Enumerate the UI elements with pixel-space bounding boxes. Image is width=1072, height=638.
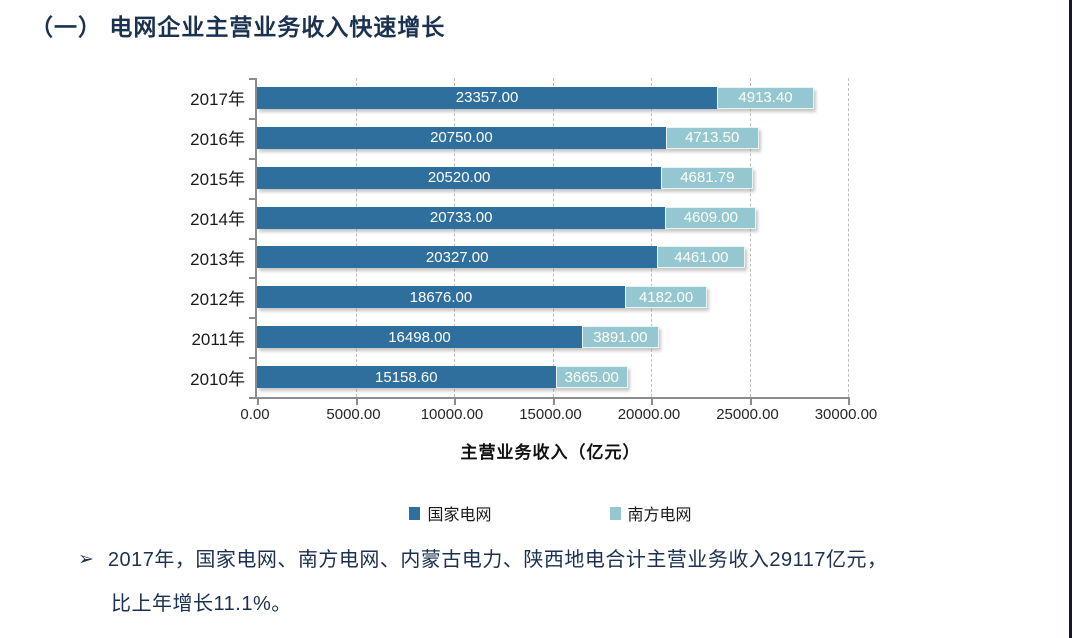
y-axis-tick: [249, 117, 257, 120]
bar-value-label: 23357.00: [455, 89, 519, 107]
y-axis-tick: [249, 78, 257, 80]
gridline: [355, 78, 357, 397]
bar-value-label: 20520.00: [427, 169, 491, 187]
x-axis-tick-label: 0.00: [240, 406, 270, 423]
y-axis-tick: [249, 357, 257, 360]
bar-segment-南方电网-2014年: 4609.00: [665, 206, 757, 229]
summary-note: ➢ 2017年，国家电网、南方电网、内蒙古电力、陕西地电合计主营业务收入2911…: [78, 545, 1018, 619]
x-axis-tick-label: 15000.00: [519, 406, 582, 423]
y-axis-tick: [249, 157, 257, 160]
y-axis-tick: [249, 317, 257, 320]
gridline: [651, 78, 652, 397]
bar-segment-国家电网-2016年: 20750.00: [257, 126, 666, 149]
legend-swatch-state-grid-icon: [409, 506, 421, 520]
bar-segment-南方电网-2016年: 4713.50: [665, 126, 759, 149]
category-label-2010年: 2010年: [190, 369, 245, 389]
x-axis-tick: [848, 397, 850, 405]
bar-value-label: 18676.00: [409, 288, 473, 306]
gridline: [552, 78, 554, 397]
category-label-2016年: 2016年: [190, 130, 245, 150]
bar-value-label: 4681.79: [680, 169, 735, 187]
x-axis-title: 主营业务收入（亿元）: [460, 443, 641, 462]
page-title: （一） 电网企业主营业务收入快速增长: [30, 14, 446, 40]
bar-segment-国家电网-2014年: 20733.00: [257, 206, 666, 229]
bar-segment-南方电网-2013年: 4461.00: [657, 246, 746, 269]
category-label-2013年: 2013年: [190, 249, 245, 269]
legend-item-state-grid: 国家电网: [409, 501, 492, 525]
bar-segment-国家电网-2010年: 15158.60: [257, 366, 556, 389]
x-axis-tick-label: 5000.00: [326, 406, 381, 423]
bar-value-label: 20750.00: [430, 129, 493, 147]
category-label-2011年: 2011年: [191, 329, 245, 349]
summary-note-line2: 比上年增长11.1%。: [111, 593, 292, 615]
category-label-2015年: 2015年: [190, 170, 245, 190]
legend-item-southern-grid: 南方电网: [609, 501, 692, 525]
category-label-2017年: 2017年: [190, 90, 245, 110]
legend-label-southern-grid: 南方电网: [627, 507, 692, 524]
y-axis-tick: [249, 197, 257, 200]
x-axis-tick: [651, 397, 653, 405]
y-axis-tick: [249, 397, 257, 399]
summary-note-line1: 2017年，国家电网、南方电网、内蒙古电力、陕西地电合计主营业务收入29117亿…: [107, 549, 888, 571]
x-axis-tick-label: 10000.00: [420, 406, 484, 423]
bar-segment-国家电网-2012年: 18676.00: [257, 286, 625, 309]
bar-value-label: 20733.00: [429, 209, 493, 227]
bar-segment-南方电网-2012年: 4182.00: [624, 286, 708, 309]
y-axis-tick: [249, 277, 257, 280]
x-axis-tick: [257, 397, 259, 405]
gridline: [749, 78, 751, 397]
legend-label-state-grid: 国家电网: [427, 507, 492, 524]
arrow-bullet-icon: ➢: [78, 549, 94, 570]
chart-legend: 国家电网 南方电网: [255, 500, 846, 526]
y-axis-tick: [249, 237, 257, 240]
gridline: [848, 78, 849, 397]
x-axis-tick-label: 25000.00: [716, 406, 779, 423]
category-label-2014年: 2014年: [190, 210, 245, 230]
bar-segment-国家电网-2015年: 20520.00: [257, 166, 662, 189]
y-axis-category-labels: 2017年 2016年 2015年 2014年 2013年 2012年 2011年 2010年: [140, 78, 245, 397]
bar-value-label: 4182.00: [638, 288, 694, 306]
bar-chart-plot-area: 23357.00 4913.40 20750.00 4713.50 20520.00 46…: [249, 78, 850, 405]
x-axis-tick: [749, 397, 752, 405]
bar-value-label: 4609.00: [683, 209, 738, 227]
bar-value-label: 4713.50: [685, 129, 740, 147]
bar-value-label: 16498.00: [388, 328, 451, 346]
bar-segment-国家电网-2013年: 20327.00: [257, 246, 658, 269]
bar-segment-南方电网-2010年: 3665.00: [555, 366, 628, 389]
x-axis-tick: [454, 397, 456, 405]
bar-value-label: 3665.00: [564, 368, 619, 386]
bar-segment-南方电网-2011年: 3891.00: [582, 326, 659, 349]
x-axis-tick: [355, 397, 358, 405]
gridline: [454, 78, 455, 397]
bar-value-label: 3891.00: [593, 328, 648, 346]
bar-value-label: 4913.40: [738, 89, 793, 107]
bar-segment-国家电网-2017年: 23357.00: [257, 86, 718, 109]
legend-swatch-southern-grid-icon: [609, 506, 621, 520]
bar-segment-国家电网-2011年: 16498.00: [257, 326, 582, 349]
x-axis-tick-label: 20000.00: [617, 406, 681, 423]
x-axis-tick-labels: 0.00 5000.00 10000.00 15000.00 20000.00 25000…: [240, 406, 877, 426]
x-axis-tick: [552, 397, 555, 405]
bar-segment-南方电网-2015年: 4681.79: [661, 166, 754, 189]
bar-segment-南方电网-2017年: 4913.40: [717, 86, 814, 109]
category-label-2012年: 2012年: [190, 289, 245, 309]
x-axis-tick-label: 30000.00: [814, 406, 878, 423]
bar-value-label: 15158.60: [375, 368, 438, 386]
bar-value-label: 4461.00: [674, 248, 729, 266]
screen-right-border: [1069, 0, 1072, 638]
bar-value-label: 20327.00: [425, 248, 489, 266]
